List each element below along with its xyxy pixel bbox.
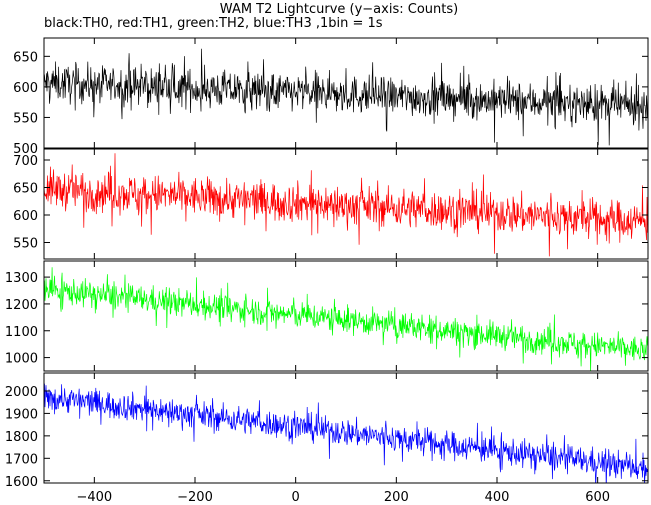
series-line-th3	[44, 383, 648, 483]
y-tick-label: 600	[13, 81, 38, 96]
y-tick-label: 650	[13, 50, 38, 65]
x-tick-label: 600	[585, 490, 610, 505]
x-tick-label: 0	[292, 490, 300, 505]
panel-frame	[43, 372, 649, 484]
panel-frame	[43, 148, 649, 260]
y-tick-label: 600	[13, 209, 38, 224]
series-line-th2	[44, 267, 648, 371]
series-line-th0	[44, 48, 648, 146]
panels-group: 500 550 600 650 550 600 650 700 1000 1100 1200 1300…	[5, 37, 649, 490]
y-tick-label: 1700	[5, 452, 38, 467]
y-tick-label: 1100	[5, 325, 38, 340]
series-line-th1	[44, 153, 648, 257]
y-tick-label: 1200	[5, 298, 38, 313]
panel-th3: 1600 1700 1800 1900 2000	[5, 372, 649, 490]
panel-frame	[43, 260, 649, 372]
panel-th2: 1000 1100 1200 1300	[5, 260, 649, 372]
x-tick-label: 400	[485, 490, 510, 505]
panel-frame	[43, 37, 649, 149]
y-tick-label: 1300	[5, 271, 38, 286]
y-tick-label: 1000	[5, 352, 38, 367]
chart-subtitle: black:TH0, red:TH1, green:TH2, blue:TH3 …	[44, 16, 383, 31]
x-tick-label: 200	[384, 490, 409, 505]
chart-title: WAM T2 Lightcurve (y−axis: Counts)	[220, 2, 458, 17]
y-tick-label: 1800	[5, 430, 38, 445]
y-tick-label: 550	[13, 111, 38, 126]
y-tick-label: 1600	[5, 475, 38, 490]
y-tick-label: 500	[13, 142, 38, 157]
y-tick-label: 1900	[5, 407, 38, 422]
x-tick-label: −200	[177, 490, 213, 505]
x-tick-label: −400	[76, 490, 112, 505]
panel-th1: 550 600 650 700	[13, 148, 649, 260]
y-tick-label: 2000	[5, 385, 38, 400]
y-tick-label: 700	[13, 154, 38, 169]
panel-th0: 500 550 600 650	[13, 37, 649, 157]
x-axis: −400 −200 0 200 400 600	[76, 490, 610, 505]
y-tick-label: 650	[13, 182, 38, 197]
y-tick-label: 550	[13, 237, 38, 252]
